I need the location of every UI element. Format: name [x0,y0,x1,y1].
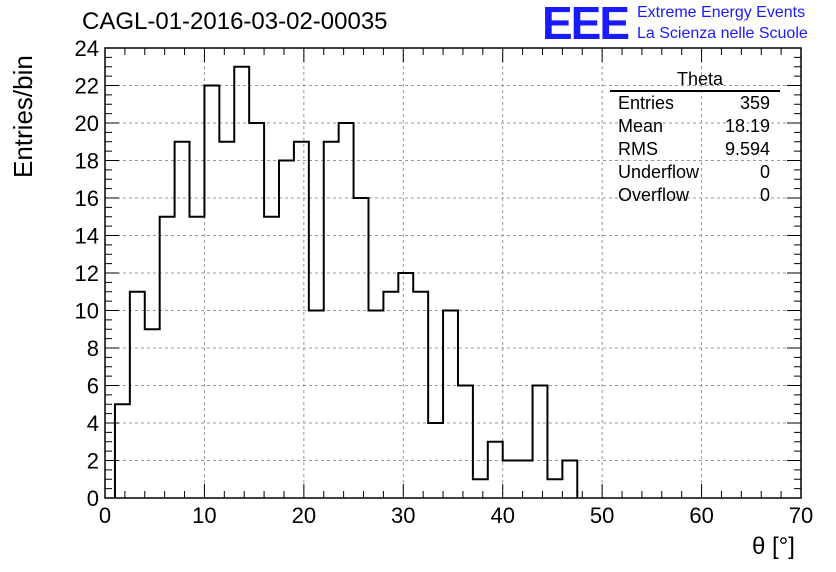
histogram-bin [234,67,249,498]
histogram-outline [113,65,579,498]
histogram-bin [562,461,577,499]
y-tick-label: 6 [87,374,99,399]
x-tick-label: 50 [590,503,614,528]
histogram-bin [488,442,503,498]
histogram-bin [443,311,458,499]
y-tick-label: 24 [75,36,99,61]
histogram-bin [130,292,145,498]
histogram-bin [518,461,533,499]
histogram-bin [204,86,219,499]
histogram-bin [368,311,383,499]
stats-row: RMS 9.594 [610,138,780,161]
logo-line-2: La Scienza nelle Scuole [637,25,808,42]
histogram-bin [175,142,190,498]
stats-label: Mean [618,116,664,136]
y-tick-label: 0 [87,486,99,511]
y-tick-label: 10 [75,299,99,324]
y-tick-label: 16 [75,186,99,211]
logo-line-1: Extreme Energy Events [637,4,806,21]
stats-value: 0 [759,162,770,182]
histogram-bin [160,217,175,498]
y-tick-label: 14 [75,224,99,249]
x-tick-label: 20 [292,503,316,528]
chart-title: CAGL-01-2016-03-02-00035 [82,8,388,35]
x-tick-label: 10 [192,503,216,528]
histogram-bin [547,479,562,498]
stats-row: Entries 359 [610,92,780,115]
grid-lines [105,48,801,498]
histogram-bin [115,404,130,498]
x-tick-label: 40 [490,503,514,528]
stats-value: 9.594 [724,139,770,159]
stats-title: Theta [610,68,780,92]
histogram-bin [264,217,279,498]
y-tick-label: 22 [75,74,99,99]
x-tick-label: 0 [99,503,111,528]
histogram-bars [113,65,579,499]
stats-label: Underflow [618,162,700,182]
histogram-bin [533,386,548,499]
y-tick-label: 18 [75,149,99,174]
eee-logo: EEE [542,0,630,49]
stats-row: Underflow 0 [610,161,780,184]
histogram-bin [279,161,294,499]
histogram-bin [190,217,205,498]
x-tick-label: 60 [689,503,713,528]
x-tick-label: 70 [789,503,813,528]
histogram-bin [354,198,369,498]
histogram-bin [145,329,160,498]
stats-label: Overflow [618,185,690,205]
y-tick-label: 2 [87,449,99,474]
stats-box: Theta Entries 359 Mean 18.19 RMS 9.594 U… [610,68,780,207]
stats-row: Mean 18.19 [610,115,780,138]
y-tick-label: 8 [87,336,99,361]
histogram-bin [294,142,309,498]
histogram-bin [458,386,473,499]
stats-value: 0 [759,185,770,205]
stats-value: 18.19 [724,116,770,136]
axes [104,47,802,499]
y-tick-label: 4 [87,411,99,436]
histogram-bin [324,142,339,498]
stats-label: Entries [618,93,675,113]
stats-row: Overflow 0 [610,184,780,207]
y-axis-label: Entries/bin [8,55,38,178]
histogram-bin [219,142,234,498]
stats-label: RMS [618,139,658,159]
histogram-bin [413,292,428,498]
y-tick-label: 12 [75,261,99,286]
x-tick-label: 30 [391,503,415,528]
x-axis-label: θ [°] [752,533,795,560]
stats-value: 359 [739,93,770,113]
histogram-bin [503,461,518,499]
histogram-bin [309,311,324,499]
y-tick-label: 20 [75,111,99,136]
histogram-bin [383,292,398,498]
histogram-bin [473,479,488,498]
